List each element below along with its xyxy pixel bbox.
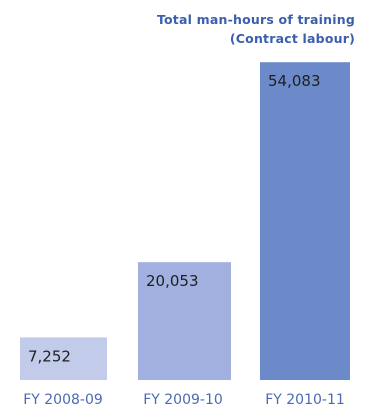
chart-title-line: Total man-hours of training	[156, 12, 355, 27]
x-tick-label-1: FY 2008-09	[23, 392, 103, 408]
bar-3	[260, 62, 350, 381]
bar-1	[20, 337, 107, 380]
chart-title: Total man-hours of training (Contract la…	[75, 10, 355, 48]
bar-value-label-2: 20,053	[146, 272, 199, 290]
bar-value-label-1: 7,252	[28, 347, 71, 365]
chart-subtitle-line: (Contract labour)	[229, 31, 355, 46]
x-tick-label-3: FY 2010-11	[265, 392, 345, 408]
bar-value-label-3: 54,083	[268, 72, 321, 90]
bar-2	[138, 262, 231, 380]
x-tick-label-2: FY 2009-10	[143, 392, 223, 408]
